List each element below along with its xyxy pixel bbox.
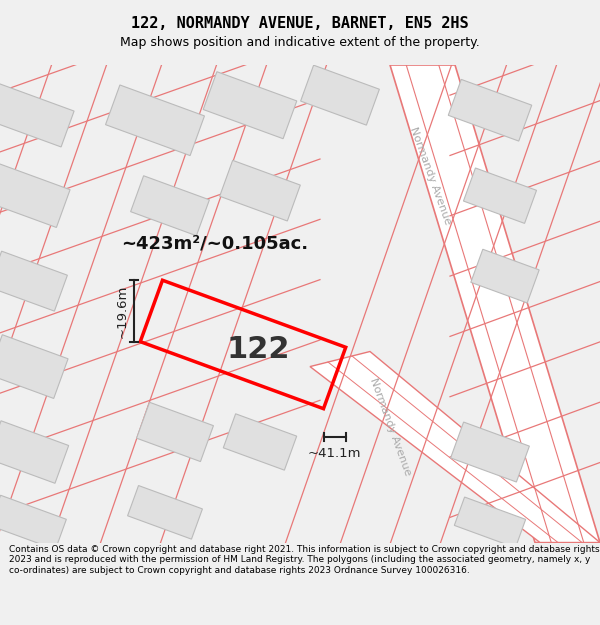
Polygon shape bbox=[131, 176, 209, 236]
Polygon shape bbox=[310, 351, 600, 542]
Polygon shape bbox=[451, 422, 529, 482]
Text: Contains OS data © Crown copyright and database right 2021. This information is : Contains OS data © Crown copyright and d… bbox=[9, 545, 599, 575]
Text: 122: 122 bbox=[226, 335, 290, 364]
Polygon shape bbox=[128, 486, 202, 539]
Polygon shape bbox=[471, 249, 539, 303]
Polygon shape bbox=[223, 414, 296, 470]
Polygon shape bbox=[463, 168, 536, 223]
Polygon shape bbox=[106, 85, 205, 156]
Polygon shape bbox=[0, 421, 68, 483]
Text: ~19.6m: ~19.6m bbox=[115, 284, 128, 338]
Text: 122, NORMANDY AVENUE, BARNET, EN5 2HS: 122, NORMANDY AVENUE, BARNET, EN5 2HS bbox=[131, 16, 469, 31]
Text: ~41.1m: ~41.1m bbox=[308, 447, 361, 460]
Polygon shape bbox=[0, 84, 74, 147]
Text: Normandy Avenue: Normandy Avenue bbox=[407, 126, 452, 226]
Polygon shape bbox=[220, 161, 301, 221]
Polygon shape bbox=[0, 335, 68, 399]
Text: ~423m²/~0.105ac.: ~423m²/~0.105ac. bbox=[121, 235, 308, 253]
Polygon shape bbox=[203, 72, 297, 139]
Text: Normandy Avenue: Normandy Avenue bbox=[368, 377, 412, 477]
Polygon shape bbox=[0, 495, 67, 549]
Polygon shape bbox=[0, 164, 70, 228]
Polygon shape bbox=[454, 497, 526, 548]
Polygon shape bbox=[0, 251, 67, 311]
Polygon shape bbox=[448, 79, 532, 141]
Polygon shape bbox=[390, 65, 600, 542]
Polygon shape bbox=[137, 402, 214, 461]
Text: Map shows position and indicative extent of the property.: Map shows position and indicative extent… bbox=[120, 36, 480, 49]
Polygon shape bbox=[301, 65, 379, 125]
